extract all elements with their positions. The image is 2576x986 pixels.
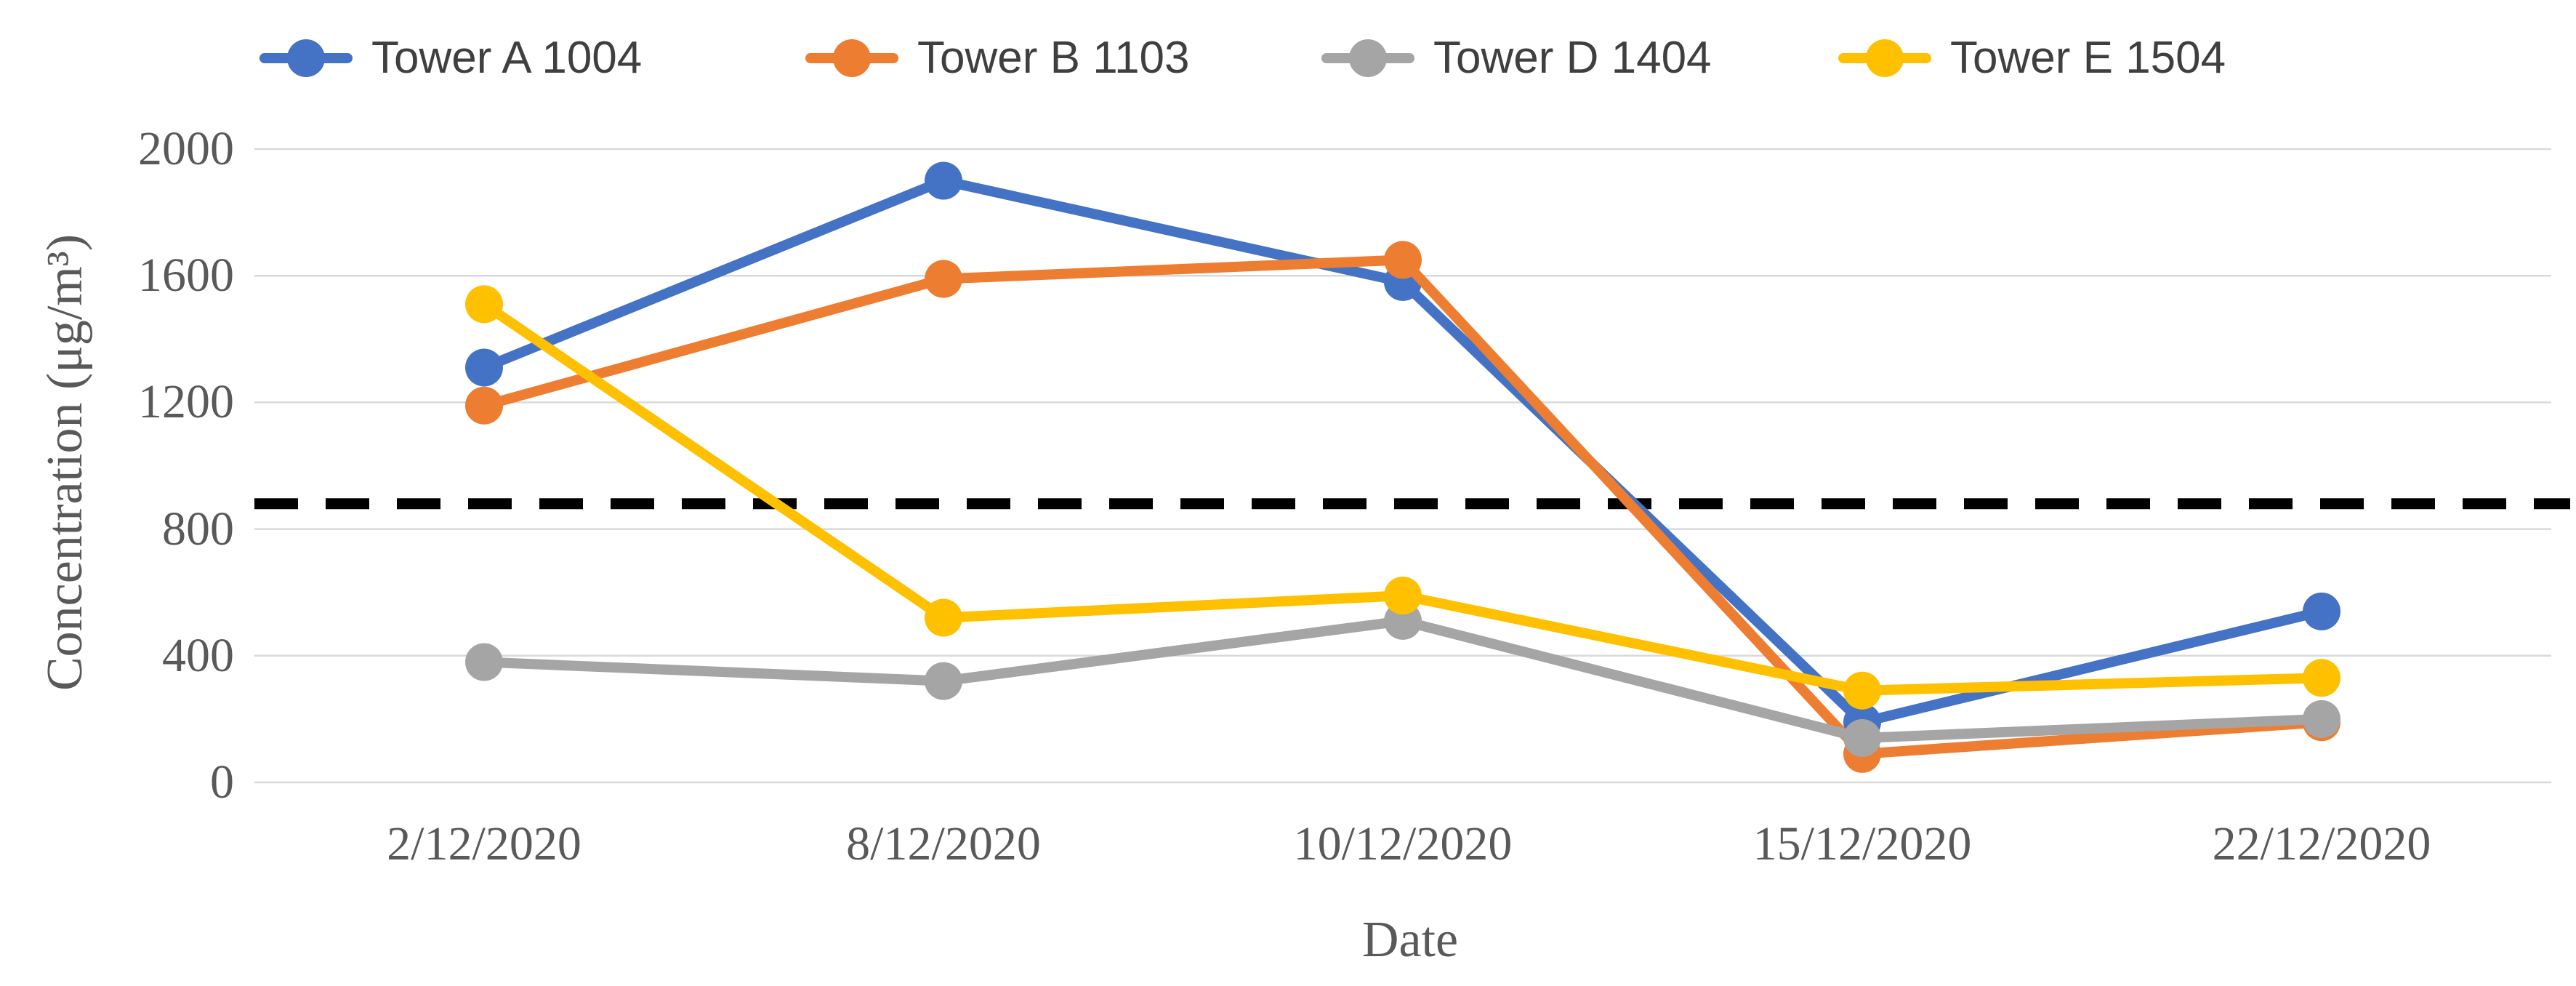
y-tick-label: 2000 xyxy=(138,122,234,175)
legend-label: Tower D 1404 xyxy=(1433,33,1712,83)
data-point-tower-d-1404 xyxy=(465,643,503,681)
data-point-tower-d-1404 xyxy=(925,662,962,700)
data-point-tower-d-1404 xyxy=(1843,719,1881,758)
legend-line-marker-icon xyxy=(805,39,898,77)
y-tick-label: 800 xyxy=(162,502,234,556)
data-point-tower-a-1004 xyxy=(925,161,962,200)
legend-item-tower-a-1004: Tower A 1004 xyxy=(259,26,642,90)
x-tick-label: 2/12/2020 xyxy=(387,817,581,870)
data-point-tower-b-1103 xyxy=(465,386,503,425)
chart-legend: Tower A 1004 Tower B 1103 Tower D 1404 Towe… xyxy=(0,0,2576,109)
legend-label: Tower E 1504 xyxy=(1950,33,2226,83)
data-point-tower-a-1004 xyxy=(465,348,503,387)
legend-line-marker-icon xyxy=(259,39,353,77)
legend-item-tower-e-1504: Tower E 1504 xyxy=(1838,26,2226,90)
legend-item-tower-b-1103: Tower B 1103 xyxy=(805,26,1190,90)
data-point-tower-b-1103 xyxy=(925,260,962,298)
data-point-tower-b-1103 xyxy=(1384,241,1422,279)
x-tick-label: 15/12/2020 xyxy=(1752,817,1972,870)
data-point-tower-d-1404 xyxy=(2303,700,2340,738)
y-axis-title: Concentration (μg/m³) xyxy=(37,233,93,692)
legend-item-tower-d-1404: Tower D 1404 xyxy=(1321,26,1712,90)
data-point-tower-e-1504 xyxy=(1843,671,1881,710)
y-tick-label: 0 xyxy=(210,755,234,809)
x-tick-label: 22/12/2020 xyxy=(2212,817,2431,870)
data-point-tower-e-1504 xyxy=(2303,659,2340,697)
data-point-tower-a-1004 xyxy=(2303,592,2340,630)
legend-line-marker-icon xyxy=(1321,39,1414,77)
x-tick-label: 10/12/2020 xyxy=(1293,817,1513,870)
data-point-tower-e-1504 xyxy=(465,285,503,324)
legend-label: Tower B 1103 xyxy=(917,33,1190,83)
y-tick-label: 1200 xyxy=(138,375,234,429)
legend-label: Tower A 1004 xyxy=(371,33,643,83)
data-point-tower-e-1504 xyxy=(925,598,962,637)
x-tick-label: 8/12/2020 xyxy=(846,817,1041,870)
y-tick-label: 400 xyxy=(162,628,234,682)
data-point-tower-e-1504 xyxy=(1384,577,1422,615)
x-axis-title: Date xyxy=(1361,912,1459,968)
legend-line-marker-icon xyxy=(1838,39,1931,77)
y-tick-label: 1600 xyxy=(138,249,234,302)
